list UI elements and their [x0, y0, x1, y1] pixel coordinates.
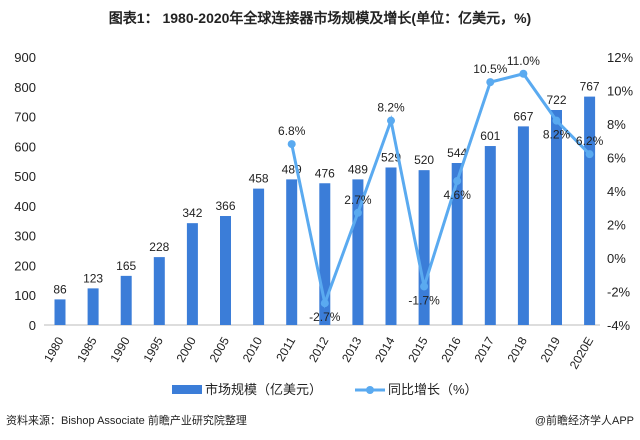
- y-left-tick: 100: [14, 288, 36, 303]
- x-tick: 2018: [505, 334, 531, 364]
- bar: [484, 146, 496, 325]
- y-right-tick: 12%: [607, 50, 633, 65]
- growth-label: 8.2%: [377, 101, 405, 115]
- legend-line-marker: [366, 386, 374, 394]
- y-right-tick: -4%: [607, 318, 631, 333]
- x-tick: 2016: [438, 334, 464, 364]
- bar: [153, 257, 165, 325]
- growth-label: -2.7%: [309, 310, 341, 324]
- growth-label: 2.7%: [344, 193, 372, 207]
- x-tick: 1980: [41, 334, 67, 364]
- x-tick: 2015: [405, 334, 431, 364]
- bar: [418, 170, 430, 325]
- bar: [352, 179, 364, 325]
- bar-label: 722: [546, 93, 566, 107]
- growth-point: [552, 116, 561, 125]
- y-right-tick: -2%: [607, 285, 631, 300]
- growth-point: [353, 208, 362, 217]
- bar-label: 667: [513, 109, 533, 123]
- bar-label: 489: [348, 162, 368, 176]
- bar-label: 366: [215, 199, 235, 213]
- bar: [120, 275, 132, 325]
- x-tick: 1995: [140, 334, 166, 364]
- legend-bar-swatch: [172, 385, 202, 394]
- bar: [286, 179, 298, 325]
- growth-point: [585, 150, 594, 159]
- bar-label: 86: [53, 282, 67, 296]
- growth-label: 8.2%: [543, 128, 571, 142]
- growth-label: -1.7%: [408, 293, 440, 307]
- growth-label: 6.8%: [278, 124, 306, 138]
- bar: [584, 96, 596, 325]
- bar-label: 123: [83, 271, 103, 285]
- bar: [451, 163, 463, 325]
- bar: [87, 288, 99, 325]
- growth-label: 11.0%: [507, 54, 540, 68]
- legend-bar-label: 市场规模（亿美元）: [205, 382, 322, 397]
- growth-point: [387, 116, 395, 125]
- y-left-tick: 600: [14, 139, 36, 154]
- y-right-tick: 6%: [607, 151, 626, 166]
- growth-point: [287, 140, 296, 149]
- bar: [551, 110, 562, 325]
- y-left-tick: 200: [14, 258, 36, 273]
- growth-point: [453, 176, 462, 185]
- y-left-tick: 900: [14, 50, 36, 65]
- y-right-tick: 0%: [607, 251, 626, 266]
- y-left-tick: 500: [14, 169, 36, 184]
- bar: [517, 126, 529, 325]
- x-tick: 2014: [372, 334, 398, 364]
- bar: [54, 299, 66, 325]
- y-right-tick: 8%: [607, 117, 626, 132]
- x-tick: 2011: [273, 334, 298, 364]
- y-left-tick: 400: [14, 199, 36, 214]
- y-left-tick: 800: [14, 80, 36, 95]
- bar-label: 342: [182, 206, 202, 220]
- bar: [186, 223, 198, 325]
- bar-label: 476: [315, 166, 335, 180]
- y-left-tick: 0: [29, 318, 36, 333]
- chart-title: 图表1： 1980-2020年全球连接器市场规模及增长(单位：亿美元，%): [108, 10, 532, 26]
- credit: @前瞻经济学人APP: [534, 415, 634, 427]
- growth-point: [420, 282, 429, 291]
- x-tick: 2017: [471, 334, 497, 364]
- bar-label: 520: [414, 153, 434, 167]
- y-left-tick: 700: [14, 110, 36, 125]
- x-tick: 2000: [174, 334, 200, 364]
- bar: [385, 167, 397, 325]
- bar-label: 458: [249, 172, 269, 186]
- growth-point: [320, 299, 329, 308]
- growth-label: 6.2%: [576, 134, 604, 148]
- y-right-tick: 4%: [607, 184, 626, 199]
- bar: [319, 183, 331, 325]
- x-tick: 2005: [207, 334, 233, 364]
- growth-point: [519, 69, 528, 78]
- bar-label: 767: [580, 80, 600, 94]
- y-right-tick: 10%: [607, 84, 633, 99]
- bar-label: 165: [116, 259, 136, 273]
- bar-label: 228: [149, 240, 169, 254]
- x-tick: 2019: [538, 334, 564, 364]
- x-tick: 1985: [74, 334, 100, 364]
- growth-line: [290, 72, 591, 309]
- x-tick: 1990: [107, 334, 133, 364]
- x-tick: 2013: [339, 334, 365, 364]
- growth-point: [486, 78, 495, 87]
- x-tick: 2012: [306, 334, 332, 364]
- bar-label: 544: [447, 146, 467, 160]
- bar-label: 601: [480, 129, 500, 143]
- y-right-tick: 2%: [607, 218, 626, 233]
- source-note: 资料来源：Bishop Associate 前瞻产业研究院整理: [6, 415, 247, 427]
- x-tick: 2010: [240, 334, 266, 364]
- y-left-tick: 300: [14, 229, 36, 244]
- bar: [220, 216, 231, 325]
- legend-line-label: 同比增长（%）: [388, 382, 478, 397]
- growth-label: 10.5%: [473, 62, 507, 76]
- growth-label: 4.6%: [444, 188, 472, 202]
- bar: [253, 188, 265, 325]
- x-tick: 2020E: [567, 335, 596, 372]
